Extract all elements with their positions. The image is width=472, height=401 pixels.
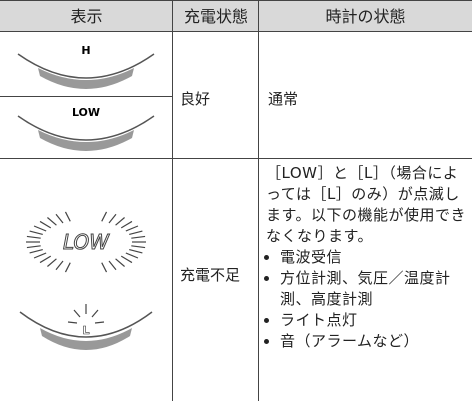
row-line [0, 158, 472, 159]
tick-decoration [29, 248, 43, 254]
tick-decoration [64, 262, 71, 273]
tick-decoration [108, 213, 117, 224]
function-item: 方位計測、気圧／温度計測、高度計測 [280, 268, 470, 310]
tick-decoration [131, 235, 146, 239]
tick-decoration [39, 255, 52, 264]
function-list: 電波受信方位計測、気圧／温度計測、高度計測ライト点灯音（アラームなど） [266, 247, 470, 352]
watch-state: ［LOW］と［L］（場合によっては［L］のみ）が点滅します。以下の機能が使用でき… [266, 163, 470, 352]
charge-state: 充電不足 [180, 266, 241, 284]
tick-decoration [101, 211, 108, 222]
watch-illustrations: H LOW LOW L [17, 44, 155, 350]
tick-decoration [115, 217, 125, 226]
function-item: 音（アラームなど） [280, 331, 470, 352]
column-line [258, 0, 259, 401]
tick-decoration [125, 252, 139, 259]
tick-decoration [47, 258, 57, 267]
tick-decoration [64, 211, 71, 222]
watch-state: 通常 [268, 90, 299, 108]
tick-decoration [129, 248, 143, 254]
tick-decoration [120, 255, 133, 264]
state-text: ［LOW］と［L］（場合によっては［L］のみ）が点滅します。以下の機能が使用でき… [266, 164, 467, 245]
tick-decoration [108, 260, 117, 271]
column-line [172, 0, 173, 401]
tick-decoration [55, 260, 64, 271]
tick-decoration [115, 258, 125, 267]
tick-decoration [125, 225, 139, 232]
row-line [0, 96, 172, 97]
display-label: H [81, 44, 90, 57]
tick-decoration [26, 235, 41, 239]
tick-decoration [47, 217, 57, 226]
function-item: ライト点灯 [280, 310, 470, 331]
header-cell: 時計の状態 [259, 0, 472, 32]
tick-decoration [129, 230, 143, 236]
tick-decoration [120, 220, 133, 229]
function-item: 電波受信 [280, 247, 470, 268]
tick-decoration [33, 225, 47, 232]
charge-state: 良好 [180, 90, 211, 108]
tick-decoration [26, 245, 41, 249]
header-cell: 充電状態 [173, 0, 259, 32]
tick-decoration [55, 213, 64, 224]
display-label: LOW [72, 106, 100, 119]
tick-decoration [101, 262, 108, 273]
display-label: L [82, 324, 89, 337]
tick-decoration [29, 230, 43, 236]
tick-decoration [39, 220, 52, 229]
header-cell: 表示 [0, 0, 173, 32]
tick-decoration [131, 245, 146, 249]
display-label: LOW [63, 230, 110, 254]
tick-decoration [33, 252, 47, 259]
